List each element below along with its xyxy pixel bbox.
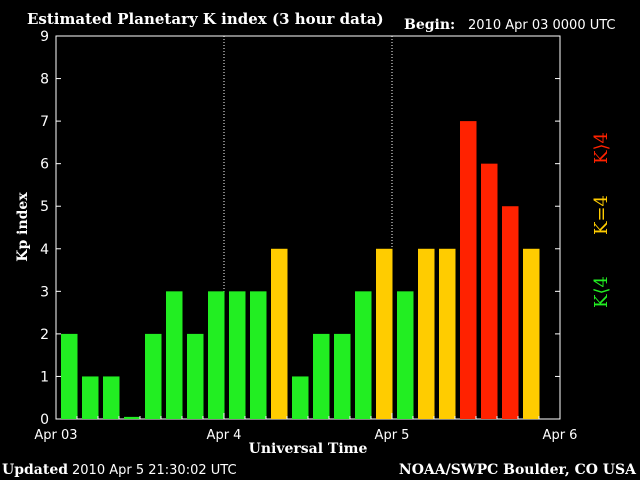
kp-bar bbox=[187, 333, 204, 419]
kp-bar bbox=[418, 248, 435, 419]
y-tick-label: 1 bbox=[40, 369, 49, 385]
kp-bar bbox=[460, 121, 477, 419]
legend-item: K=4 bbox=[591, 195, 612, 235]
x-tick-label: Apr 4 bbox=[207, 428, 242, 443]
kp-bar bbox=[124, 416, 141, 419]
kp-bar bbox=[313, 333, 330, 419]
kp-bar bbox=[103, 376, 120, 419]
begin-value: 2010 Apr 03 0000 UTC bbox=[468, 18, 616, 33]
updated-label: Updated bbox=[2, 462, 68, 478]
kp-bar bbox=[397, 291, 414, 419]
kp-bar bbox=[439, 248, 456, 419]
chart-title: Estimated Planetary K index (3 hour data… bbox=[27, 10, 384, 28]
kp-bar bbox=[229, 291, 246, 419]
kp-bar bbox=[250, 291, 267, 419]
legend-item: K⟩4 bbox=[591, 132, 612, 164]
kp-bar bbox=[82, 376, 99, 419]
y-tick-label: 4 bbox=[40, 242, 49, 258]
y-axis-label: Kp index bbox=[15, 192, 31, 262]
y-tick-label: 8 bbox=[40, 72, 49, 88]
kp-bar bbox=[481, 163, 498, 419]
y-tick-label: 9 bbox=[40, 29, 49, 45]
x-tick-label: Apr 5 bbox=[375, 428, 410, 443]
plot-area: 0 1 2 3 4 5 6 7 8 9 Apr 03 Apr 4 Apr 5 Apr 6 bbox=[34, 29, 577, 443]
x-axis-label: Universal Time bbox=[249, 441, 368, 457]
kp-bar bbox=[502, 206, 519, 419]
kp-bar bbox=[208, 291, 225, 419]
kp-bar bbox=[292, 376, 309, 419]
kp-bar bbox=[376, 248, 393, 419]
kp-bar bbox=[523, 248, 540, 419]
kp-bar bbox=[334, 333, 351, 419]
y-tick-label: 7 bbox=[40, 114, 49, 130]
kp-bar bbox=[355, 291, 372, 419]
updated-value: 2010 Apr 5 21:30:02 UTC bbox=[72, 463, 237, 478]
y-tick-label: 5 bbox=[40, 199, 49, 215]
credit-text: NOAA/SWPC Boulder, CO USA bbox=[399, 462, 637, 478]
begin-label: Begin: bbox=[404, 17, 455, 33]
y-tick-label: 0 bbox=[40, 412, 49, 428]
y-tick-label: 2 bbox=[40, 327, 49, 343]
kp-bar bbox=[271, 248, 288, 419]
y-tick-label: 3 bbox=[40, 284, 49, 300]
kp-bar bbox=[145, 333, 162, 419]
y-tick-label: 6 bbox=[40, 157, 49, 173]
x-tick-label: Apr 03 bbox=[34, 428, 77, 443]
x-tick-label: Apr 6 bbox=[543, 428, 578, 443]
kp-bar bbox=[166, 291, 183, 419]
legend: K⟨4 K=4 K⟩4 bbox=[591, 132, 612, 308]
legend-item: K⟨4 bbox=[591, 276, 612, 308]
kp-bar bbox=[61, 333, 78, 419]
